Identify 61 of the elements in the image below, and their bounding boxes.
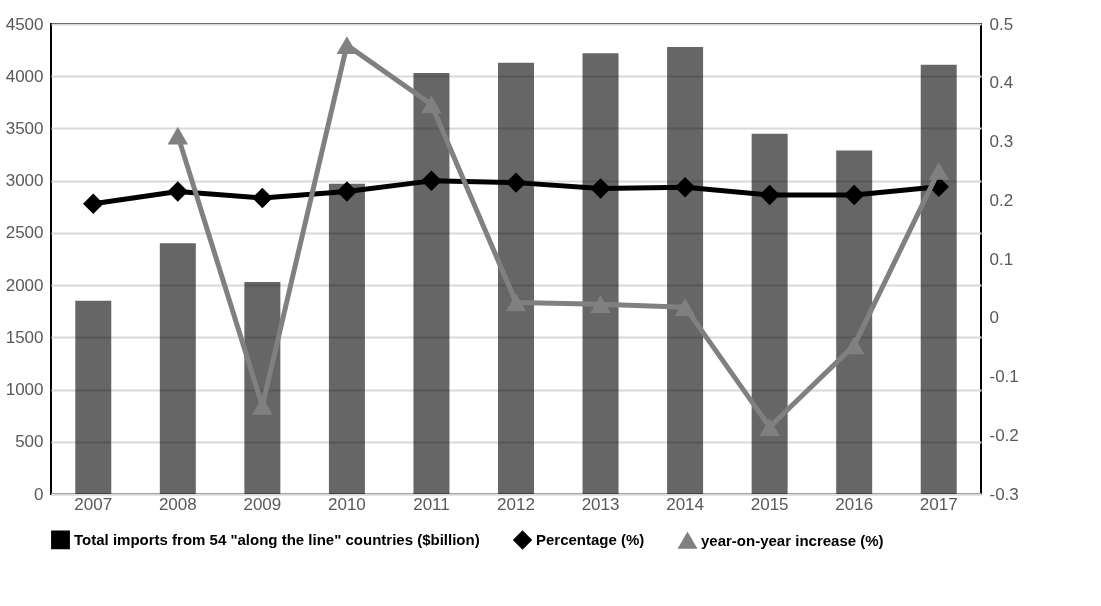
bar [328,183,365,494]
y-tick-label: 3500 [5,118,44,138]
y-tick-label: 4500 [5,14,44,34]
point [252,187,273,209]
point [421,95,442,114]
bar [75,300,112,494]
y2-tick-label: 0 [989,308,999,328]
x-tick-label: 2017 [919,494,958,514]
legend-label: Percentage (%) [536,530,645,548]
y-tick-label: 3000 [5,171,44,191]
point [421,170,442,192]
y-tick-label: 4000 [5,66,44,86]
x-tick-label: 2008 [158,494,197,514]
point [167,181,189,202]
x-tick-label: 2015 [750,494,789,514]
point [336,181,358,202]
bar [751,133,788,494]
point [505,293,527,312]
y2-tick-label: 0.1 [989,249,1014,269]
bar [159,243,196,494]
point [590,178,611,199]
point [759,418,780,436]
y2-tick-label: -0.3 [989,484,1019,504]
point [674,298,696,317]
bar [582,53,619,494]
y2-tick-label: -0.1 [989,367,1019,386]
y-tick-label: 2000 [5,275,44,295]
point [83,193,104,215]
bar [667,46,704,494]
point [505,172,527,193]
x-tick-label: 2007 [74,494,113,514]
point [336,36,358,55]
y-tick-label: 0 [34,484,44,504]
y2-tick-label: 0.2 [989,190,1014,210]
point [674,177,696,198]
y2-tick-label: -0.2 [989,425,1019,445]
point [167,126,189,145]
bar [413,73,450,494]
bar [836,150,873,494]
bar [498,62,534,494]
y-tick-label: 1500 [5,327,44,347]
y2-tick-label: 0.5 [989,14,1014,34]
legend-label: year-on-year increase (%) [701,531,884,549]
point [759,184,780,206]
bar [920,64,957,494]
x-tick-label: 2012 [497,494,535,514]
y2-tick-label: 0.3 [989,132,1014,151]
x-tick-label: 2009 [243,494,282,514]
x-tick-label: 2010 [328,494,366,514]
point [590,295,611,314]
y-tick-label: 1000 [5,380,44,400]
y2-tick-label: 0.4 [989,73,1014,93]
x-tick-label: 2011 [413,494,450,514]
x-tick-label: 2014 [666,494,704,514]
legend-label: Total imports from 54 "along the line" countries ($billion) [74,530,480,548]
x-tick-label: 2016 [835,494,874,514]
point [928,162,949,180]
y-tick-label: 2500 [5,223,44,243]
y-tick-label: 500 [15,432,44,452]
point [843,184,865,206]
x-tick-label: 2013 [581,494,620,514]
